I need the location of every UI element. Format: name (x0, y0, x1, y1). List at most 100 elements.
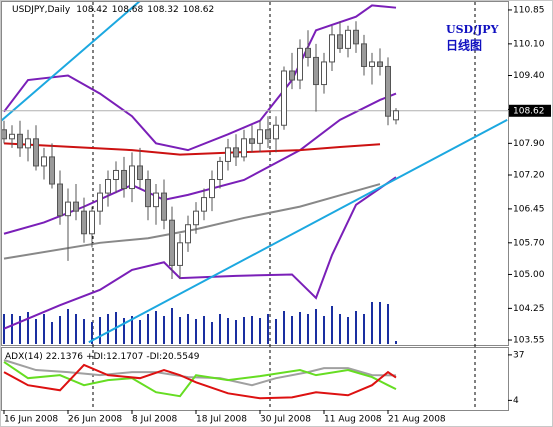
header-close: 108.62 (183, 5, 215, 15)
volume-bar (107, 314, 109, 344)
y-tick-label: 109.40 (513, 71, 545, 81)
volume-bar (203, 316, 205, 344)
candle-body (361, 43, 367, 67)
volume-bar (35, 319, 37, 344)
volume-bar (11, 314, 13, 344)
volume-bar (211, 322, 213, 344)
volume-bar (179, 317, 181, 344)
volume-bar (371, 302, 373, 344)
overlay-line (3, 176, 397, 330)
volume-bar (323, 316, 325, 344)
volume-bar (259, 318, 261, 344)
candle-body (177, 242, 183, 266)
candle-body (97, 192, 103, 212)
candle-body (81, 210, 87, 235)
adx-header: ADX(14) 22.1376 +DI:12.1707 -DI:20.5549 (5, 352, 200, 362)
price-panel (1, 1, 509, 346)
volume-bar (75, 314, 77, 344)
volume-bar (275, 319, 277, 344)
candle-body (209, 179, 215, 199)
candle-body (49, 156, 55, 185)
volume-bar (163, 316, 165, 344)
y-tick-label: 110.10 (513, 39, 545, 49)
candle-body (305, 47, 311, 58)
indicator-line (3, 363, 397, 400)
candle-body (185, 224, 191, 244)
candle-body (25, 138, 31, 149)
candle-body (137, 165, 143, 181)
candle-body (345, 29, 351, 49)
candle-body (17, 133, 23, 149)
annotation: 日线图 (446, 38, 482, 53)
candle-body (121, 169, 127, 190)
candle-body (2, 129, 7, 140)
candle-body (289, 70, 295, 81)
overlay-line (88, 118, 508, 344)
volume-bar (187, 314, 189, 344)
candle-body (89, 210, 95, 235)
volume-bar (339, 314, 341, 344)
volume-bar (379, 302, 381, 344)
y-tick-label: 105.70 (513, 238, 545, 248)
candle-body (9, 133, 15, 140)
adx-panel (1, 347, 509, 411)
candle-body (153, 192, 159, 208)
candle-body (225, 147, 231, 162)
candle-body (41, 156, 47, 167)
volume-bar (155, 311, 157, 344)
x-tick-label: 30 Jul 2008 (260, 415, 311, 425)
volume-bar (291, 316, 293, 344)
pdi-value: 12.1707 (106, 352, 143, 362)
x-tick-label: 26 Jun 2008 (68, 415, 122, 425)
candle-body (313, 56, 319, 86)
y-tick-label: 105.00 (513, 270, 545, 280)
candle-body (337, 34, 343, 49)
candle-body (33, 138, 39, 167)
volume-bar (355, 311, 357, 344)
volume-bar (363, 314, 365, 344)
candle-body (393, 110, 399, 121)
volume-bar (227, 318, 229, 344)
candle-body (201, 197, 207, 212)
volume-bar (27, 312, 29, 344)
adx-value: 22.1376 (46, 352, 83, 362)
volume-bar (171, 308, 173, 344)
plot-layer (2, 2, 508, 400)
candle-body (249, 138, 255, 144)
annotation: USD/JPY (446, 23, 499, 36)
candle-body (273, 124, 279, 140)
volume-bar (91, 322, 93, 344)
candle-body (73, 201, 79, 212)
header-low: 108.32 (147, 5, 179, 15)
y-tick-label: 110.85 (513, 5, 545, 15)
candle-body (353, 29, 359, 45)
candle-body (321, 61, 327, 86)
current-price-label: 108.62 (513, 106, 545, 116)
volume-bar (307, 314, 309, 344)
mdi-value: 20.5549 (162, 352, 199, 362)
candle-body (65, 201, 71, 217)
candle-body (369, 61, 375, 67)
candle-body (129, 165, 135, 190)
volume-bar (123, 318, 125, 344)
candle-body (257, 129, 263, 144)
y-tick-label: 107.90 (513, 139, 545, 149)
volume-bar (139, 320, 141, 344)
x-tick-label: 8 Jul 2008 (132, 415, 177, 425)
x-tick-label: 18 Jul 2008 (196, 415, 247, 425)
candle-body (169, 219, 175, 266)
candle-body (297, 47, 303, 81)
candle-body (57, 183, 63, 217)
candle-body (377, 61, 383, 67)
candle-body (265, 129, 271, 140)
overlay-line (2, 2, 141, 122)
candle-body (281, 70, 287, 126)
pdi-name: +DI: (86, 352, 106, 362)
candle-body (113, 169, 119, 181)
price-plot (2, 2, 508, 344)
volume-bar (219, 314, 221, 344)
y-tick-label: 103.55 (513, 336, 545, 346)
candle-body (329, 34, 335, 63)
candle-body (385, 65, 391, 117)
overlay-line (3, 4, 397, 152)
